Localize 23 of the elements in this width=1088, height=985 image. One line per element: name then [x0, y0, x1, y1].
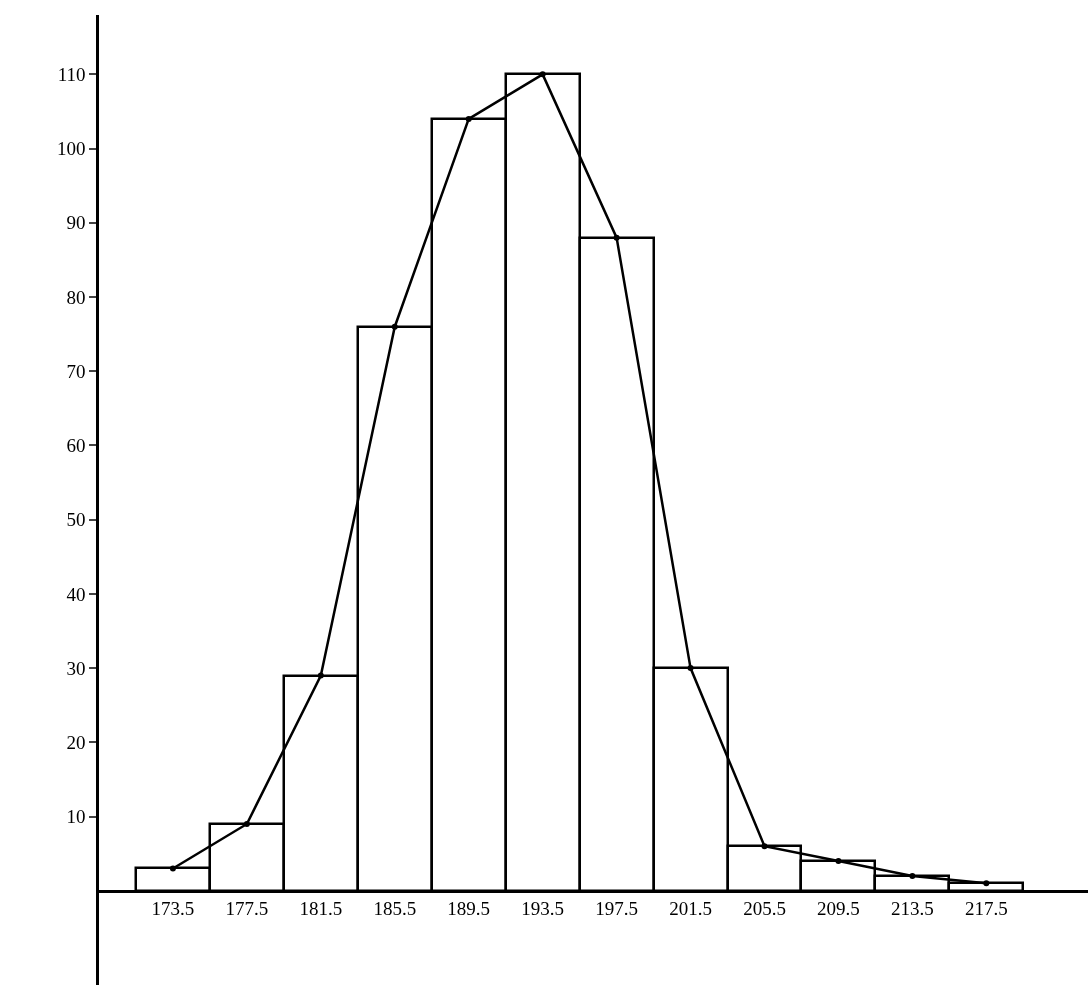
x-tick-label: 181.5	[299, 898, 343, 920]
y-tick-label: 20	[66, 731, 86, 753]
x-tick-label: 185.5	[373, 898, 417, 920]
y-tick-label: 40	[66, 583, 86, 605]
y-tick-label: 110	[57, 64, 86, 86]
x-tick-label: 217.5	[964, 898, 1008, 920]
x-tick-label: 193.5	[521, 898, 565, 920]
y-tick-label: 70	[66, 360, 86, 382]
y-tick-label: 10	[66, 806, 86, 828]
y-tick-label: 90	[66, 212, 86, 234]
x-tick-label: 205.5	[743, 898, 786, 920]
y-tick-label: 100	[56, 138, 86, 160]
x-tick-label: 173.5	[151, 898, 195, 920]
x-tick-label: 213.5	[891, 898, 934, 920]
y-tick-label: 80	[66, 286, 86, 308]
x-tick-label: 201.5	[669, 898, 712, 920]
y-tick-label: 50	[66, 509, 86, 531]
y-tick-label: 60	[66, 435, 86, 457]
x-tick-label: 197.5	[595, 898, 638, 920]
x-tick-label: 177.5	[225, 898, 269, 920]
y-tick-label: 30	[66, 657, 86, 679]
x-tick-label: 209.5	[817, 898, 860, 920]
x-tick-label: 189.5	[447, 898, 491, 920]
